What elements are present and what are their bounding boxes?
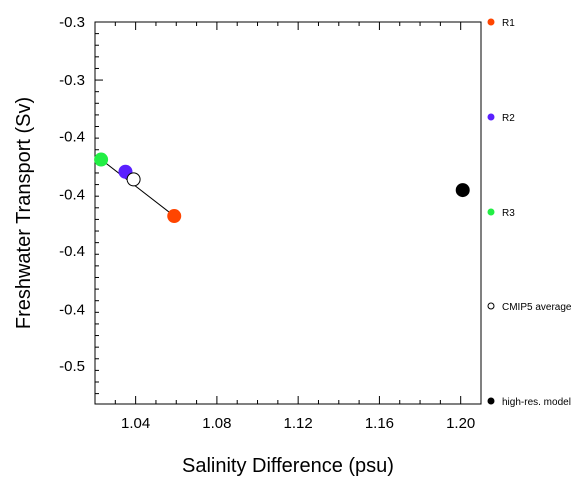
- y-tick-label: -0.5: [59, 358, 85, 375]
- data-points: [94, 152, 470, 224]
- legend-marker: [487, 18, 495, 26]
- y-axis-ticks: -0.3 -0.3 -0.4 -0.4 -0.4 -0.4 -0.5: [59, 14, 103, 395]
- y-tick-label: -0.3: [59, 72, 85, 89]
- data-point: [455, 183, 470, 198]
- x-tick-label: 1.12: [284, 415, 313, 432]
- legend-label: R1: [502, 18, 515, 29]
- y-tick-label: -0.4: [59, 243, 85, 260]
- data-point: [167, 209, 182, 224]
- x-axis-title: Salinity Difference (psu): [182, 455, 394, 477]
- data-point: [94, 152, 109, 167]
- y-tick-label: -0.4: [59, 129, 85, 146]
- y-axis-title: Freshwater Transport (Sv): [13, 97, 35, 329]
- legend: R1 R2 R3 CMIP5 average high-res. model: [487, 18, 572, 408]
- legend-marker: [487, 113, 495, 121]
- legend-label: CMIP5 average: [502, 302, 572, 313]
- legend-label: R3: [502, 208, 515, 219]
- plot-frame: [94, 21, 482, 405]
- legend-marker: [487, 302, 495, 310]
- y-tick-label: -0.4: [59, 187, 85, 204]
- data-point: [126, 172, 141, 187]
- x-axis-ticks: 1.04 1.08 1.12 1.16 1.20: [94, 22, 482, 432]
- x-tick-label: 1.08: [202, 415, 231, 432]
- y-tick-label: -0.3: [59, 14, 85, 31]
- legend-marker: [487, 397, 495, 405]
- regression-line: [100, 159, 175, 217]
- legend-label: R2: [502, 113, 515, 124]
- x-tick-label: 1.20: [446, 415, 475, 432]
- x-tick-label: 1.16: [365, 415, 394, 432]
- legend-marker: [487, 208, 495, 216]
- x-tick-label: 1.04: [121, 415, 150, 432]
- y-tick-label: -0.4: [59, 301, 85, 318]
- legend-label: high-res. model: [502, 397, 571, 408]
